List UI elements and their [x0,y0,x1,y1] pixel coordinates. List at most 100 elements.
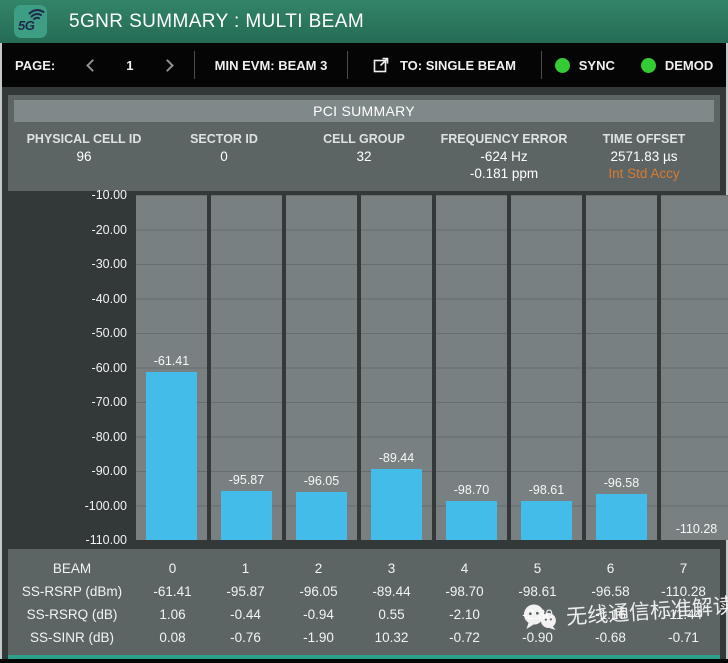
y-axis-tick: -30.00 [91,257,127,271]
bottom-accent-line [8,655,720,659]
status-indicators: SYNC DEMOD [542,57,726,73]
bar-beam-6 [596,493,647,540]
y-axis-tick: -110.00 [85,533,127,547]
table-cell: -0.71 [668,630,699,645]
bar-value-label: -96.05 [303,473,340,488]
chart-column-beam-5: -98.61 [511,195,582,540]
min-evm-indicator: MIN EVM: BEAM 3 [195,58,347,73]
chart-y-axis: -10.00 -20.00 -30.00 -40.00 -50.00 -60.00 -70.… [8,188,136,547]
chart-column-beam-2: -96.05 [286,195,357,540]
table-cell: -0.76 [230,630,261,645]
pci-field-physical-cell-id: PHYSICAL CELL ID 96 [26,132,142,164]
sync-label: SYNC [578,57,615,73]
logo-5g-text: 5G [18,18,35,33]
table-row: SS-RSRP (dBm) -61.41 -95.87 -96.05 -89.44 -98… [8,580,720,603]
5g-logo-icon: 5G [14,5,47,38]
table-cell: -0.68 [595,630,626,645]
table-cell: -1.90 [303,630,334,645]
table-cell: -2.30 [522,607,553,622]
table-row: BEAM 0 1 2 3 4 5 6 7 [8,557,720,580]
bar-value-label: -61.41 [153,354,190,369]
y-axis-tick: -50.00 [91,326,127,340]
bar-value-label: -98.61 [528,482,565,497]
y-axis-tick: -60.00 [91,360,127,375]
table-row-label: BEAM [52,561,92,576]
y-axis-tick: -80.00 [91,429,127,444]
title-bar: 5G 5GNR SUMMARY : MULTI BEAM [0,0,728,43]
y-axis-tick: -70.00 [91,395,127,409]
table-cell: -98.70 [445,584,484,599]
chart-plot-area: -61.41 -95.87 -96.05 -89.44 -98.70 -98.61 -96.… [136,195,728,540]
table-cell: 5 [533,561,542,576]
table-cell: -89.44 [372,584,411,599]
bar-value-label: -95.87 [228,473,265,488]
table-cell: -0.44 [230,607,261,622]
table-cell: 7 [679,561,688,576]
table-cell: 10.32 [374,630,409,645]
bar-value-label: -96.58 [603,475,640,490]
table-row-label: SS-SINR (dB) [29,630,114,645]
table-cell: -110.28 [661,584,706,599]
y-axis-tick: -20.00 [91,222,127,237]
page-next-button[interactable] [157,53,181,77]
pci-field-time-offset: TIME OFFSET 2571.83 µs Int Std Accy [574,131,714,182]
y-axis-tick: -40.00 [91,291,127,306]
table-cell: -1.16 [595,607,626,622]
divider [194,51,195,79]
table-cell: -0.90 [522,630,553,645]
table-cell: -95.87 [226,584,265,599]
toolbar: PAGE: 1 MIN EVM: BEAM 3 TO: SINGLE BE [2,43,726,87]
table-cell: -0.72 [449,630,480,645]
bar-value-label: -98.70 [453,483,490,498]
table-row: SS-RSRQ (dB) 1.06 -0.44 -0.94 0.55 -2.10 -2.30… [8,603,720,626]
chart-column-beam-3: -89.44 [361,195,432,540]
table-cell: 3 [387,561,396,576]
pci-summary-panel: PCI SUMMARY PHYSICAL CELL ID 96 SECTOR I… [8,95,720,191]
table-row-label: SS-RSRP (dBm) [21,584,123,599]
y-axis-tick: -10.00 [91,188,127,202]
page-number[interactable]: 1 [126,57,134,73]
table-cell: 6 [606,561,615,576]
pci-summary-header: PCI SUMMARY [14,100,714,122]
table-cell: 0.55 [378,607,405,622]
divider [347,51,348,79]
page-navigation: PAGE: 1 [2,53,194,77]
bar-beam-1 [221,491,272,540]
bar-beam-4 [446,501,497,540]
chart-column-beam-0: -61.41 [136,195,207,540]
bar-beam-5 [521,500,572,540]
table-cell: -96.05 [299,584,338,599]
main-content: PCI SUMMARY PHYSICAL CELL ID 96 SECTOR I… [2,87,728,659]
table-cell: -96.58 [591,584,630,599]
beam-measurement-table: BEAM 0 1 2 3 4 5 6 7 SS-RSRP (dBm) -61.41 -95.87 -96… [8,549,720,655]
chart-column-beam-4: -98.70 [436,195,507,540]
table-cell: -2.10 [449,607,480,622]
demod-status-led [640,57,656,73]
sync-status-led [554,57,570,73]
table-cell: 2 [314,561,323,576]
to-single-beam-button[interactable]: TO: SINGLE BEAM [348,43,541,87]
y-axis-tick: -90.00 [91,464,127,478]
signal-waves-icon [28,9,45,20]
table-cell: -98.61 [518,584,557,599]
time-offset-accuracy-warning: Int Std Accy [608,166,680,181]
y-axis-tick: -100.00 [84,498,127,513]
page-label: PAGE: [15,57,56,73]
pci-field-sector-id: SECTOR ID 0 [190,132,258,164]
bar-beam-3 [371,469,422,540]
external-link-icon [373,57,389,73]
pci-fields: PHYSICAL CELL ID 96 SECTOR ID 0 CELL GRO… [14,131,714,182]
table-row-label: SS-RSRQ (dB) [26,607,118,622]
table-cell: 1.06 [159,607,186,622]
table-cell: -0.94 [303,607,334,622]
table-cell: -61.41 [153,584,192,599]
page-prev-button[interactable] [79,53,103,77]
to-single-beam-label: TO: SINGLE BEAM [399,57,517,73]
pci-field-cell-group: CELL GROUP 32 [323,132,405,164]
min-evm-label: MIN EVM: BEAM 3 [214,57,328,73]
demod-label: DEMOD [664,57,714,73]
chart-column-beam-1: -95.87 [211,195,282,540]
pci-field-frequency-error: FREQUENCY ERROR -624 Hz -0.181 ppm [440,132,568,181]
table-cell: 0.08 [159,630,186,645]
